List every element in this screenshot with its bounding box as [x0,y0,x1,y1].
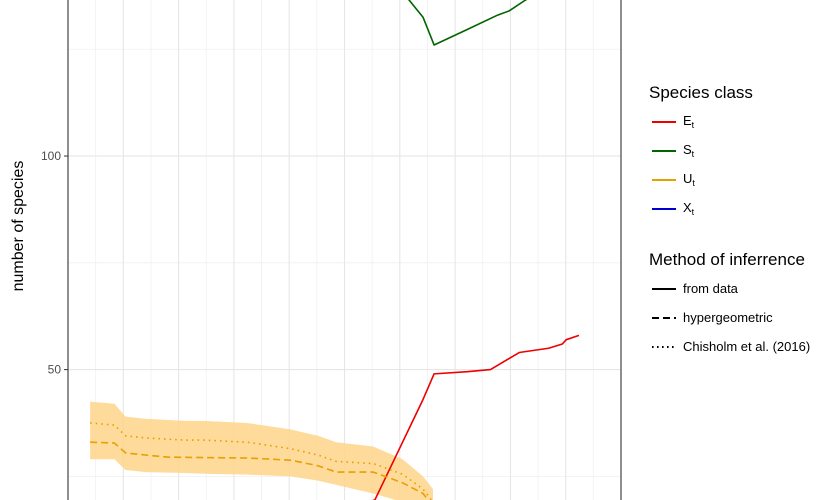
chart-plot: 50 100 number of species [10,0,622,500]
legend-label-symbol: S [683,142,692,157]
legend-label-u: Ut [683,171,695,188]
legend-item-method: hypergeometric [649,303,839,332]
legend-label-symbol: X [683,200,692,215]
uncertainty-ribbon [90,401,433,500]
y-tick-label: 100 [41,149,61,163]
y-axis-title: number of species [10,161,27,292]
legend-label-subscript: t [692,178,695,188]
legend-label-symbol: E [683,113,692,128]
legend-label-subscript: t [691,120,695,130]
ribbon-layer [90,401,433,500]
legend-key-e [652,120,676,123]
panel-border [67,0,622,500]
legend-label-method: Chisholm et al. (2016) [683,339,811,354]
legend-key-x [652,207,676,210]
series-line-s-from-data [408,0,528,46]
series-line-u-hypergeometric [90,441,430,500]
minor-gridlines [68,0,621,500]
legend-item-u: Ut [649,165,839,194]
legend-item-s: St [649,136,839,165]
legend-item-method: Chisholm et al. (2016) [649,332,839,361]
legend-species-class-title: Species class [649,83,753,102]
legend-key-dotted [652,345,676,348]
legend-label-subscript: t [691,207,695,217]
legend-key-dashed [652,316,676,319]
legend-label-symbol: U [683,171,693,186]
legend: Species class Et St Ut Xt Method of inferre… [649,82,839,387]
major-gridlines [67,0,622,500]
legend-method: Method of inferrence from data hypergeome… [649,249,839,361]
legend-key-s [652,149,676,152]
series-lines [90,0,580,500]
y-tick-label: 50 [48,363,62,377]
legend-species-class: Species class Et St Ut Xt [649,82,839,223]
legend-item-x: Xt [649,194,839,223]
legend-item-e: Et [649,107,839,136]
legend-label-e: Et [683,113,694,130]
legend-label-method: from data [683,281,738,296]
legend-label-x: Xt [683,200,694,217]
legend-label-s: St [683,142,694,159]
legend-label-method: hypergeometric [683,310,773,325]
y-axis-ticks: 50 100 [41,149,68,377]
legend-key-u [652,178,676,181]
legend-item-method: from data [649,274,839,303]
legend-key-solid [652,287,676,290]
legend-method-title: Method of inferrence [649,250,805,269]
legend-label-subscript: t [691,149,695,159]
series-line-e-from-data [372,334,580,500]
